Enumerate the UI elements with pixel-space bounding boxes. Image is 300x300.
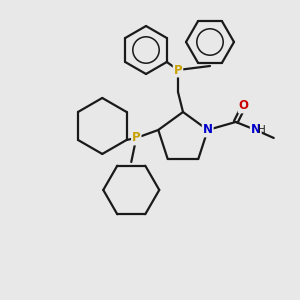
Text: P: P xyxy=(174,64,182,76)
Text: O: O xyxy=(239,100,249,112)
Text: H: H xyxy=(258,125,266,135)
Text: N: N xyxy=(203,124,213,136)
Text: P: P xyxy=(132,131,141,145)
Text: N: N xyxy=(251,124,261,136)
